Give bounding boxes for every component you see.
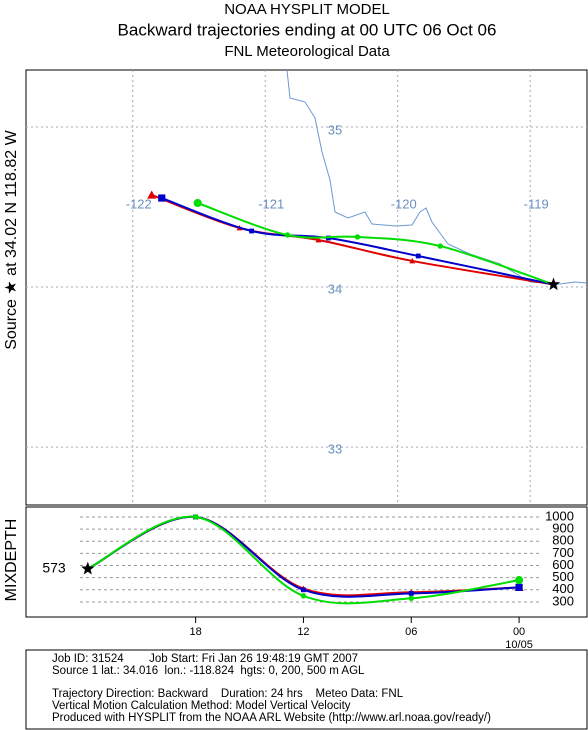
footer-line: Produced with HYSPLIT from the NOAA ARL …: [52, 712, 491, 724]
y-tick-label: 700: [552, 545, 574, 560]
hour-marker: [515, 583, 523, 591]
data-source: FNL Meteorological Data: [224, 43, 390, 60]
trajectory-line: [161, 197, 554, 286]
footer-line: Vertical Motion Calculation Method: Mode…: [52, 700, 351, 712]
mixdepth-line: [87, 515, 520, 605]
hour-marker: [193, 198, 202, 208]
footer-frame: [25, 649, 588, 730]
hour-marker: [301, 587, 306, 593]
hour-marker: [284, 232, 291, 238]
mixdepth-frame: [25, 506, 588, 618]
hour-marker: [437, 243, 443, 249]
y-tick-label: 800: [552, 533, 574, 548]
subtitle: Backward trajectories ending at 00 UTC 0…: [118, 20, 497, 39]
date-label: 10/05: [505, 639, 533, 651]
y-tick-label: 500: [552, 569, 574, 584]
footer-line: Source 1 lat.: 34.016 lon.: -118.824 hgt…: [52, 665, 365, 677]
hour-marker: [315, 236, 322, 243]
coastline: [286, 69, 588, 285]
hour-marker: [192, 514, 199, 520]
title: NOAA HYSPLIT MODEL: [224, 1, 390, 18]
hour-marker: [408, 595, 414, 602]
hour-marker: [515, 576, 524, 585]
x-tick-label: 06: [405, 626, 417, 638]
footer-line: Trajectory Direction: Backward Duration:…: [52, 688, 404, 700]
x-tick-label: 18: [190, 626, 202, 638]
hour-marker: [408, 591, 414, 596]
y-tick-label: 300: [552, 593, 574, 608]
hour-marker: [158, 194, 166, 202]
y-tick-label: 900: [552, 521, 574, 536]
lon-label: -122: [126, 196, 152, 211]
hour-marker: [147, 190, 157, 199]
hour-marker: [409, 257, 416, 264]
lat-label: 33: [328, 442, 342, 457]
x-tick-label: 00: [513, 626, 525, 638]
mixdepth-label: MIXDEPTH: [3, 519, 20, 602]
source-star: [81, 561, 95, 575]
lon-label: -120: [391, 196, 417, 211]
y-tick-label: 1000: [545, 508, 574, 523]
x-tick-label: 12: [297, 626, 309, 638]
hour-marker: [300, 593, 307, 599]
lon-label: -121: [258, 196, 284, 211]
lon-label: -119: [524, 196, 549, 211]
source-label: Source ★ at 34.02 N 118.82 W: [3, 129, 20, 349]
start-label: 573: [42, 560, 66, 576]
source-star: [546, 277, 561, 291]
y-tick-label: 400: [552, 581, 574, 596]
footer-line: Job ID: 31524 Job Start: Fri Jan 26 19:4…: [52, 653, 358, 665]
hour-marker: [249, 228, 254, 234]
y-tick-label: 600: [552, 557, 574, 572]
hour-marker: [415, 253, 421, 259]
lat-label: 35: [328, 122, 342, 137]
hour-marker: [354, 234, 361, 240]
lat-label: 34: [328, 281, 342, 296]
